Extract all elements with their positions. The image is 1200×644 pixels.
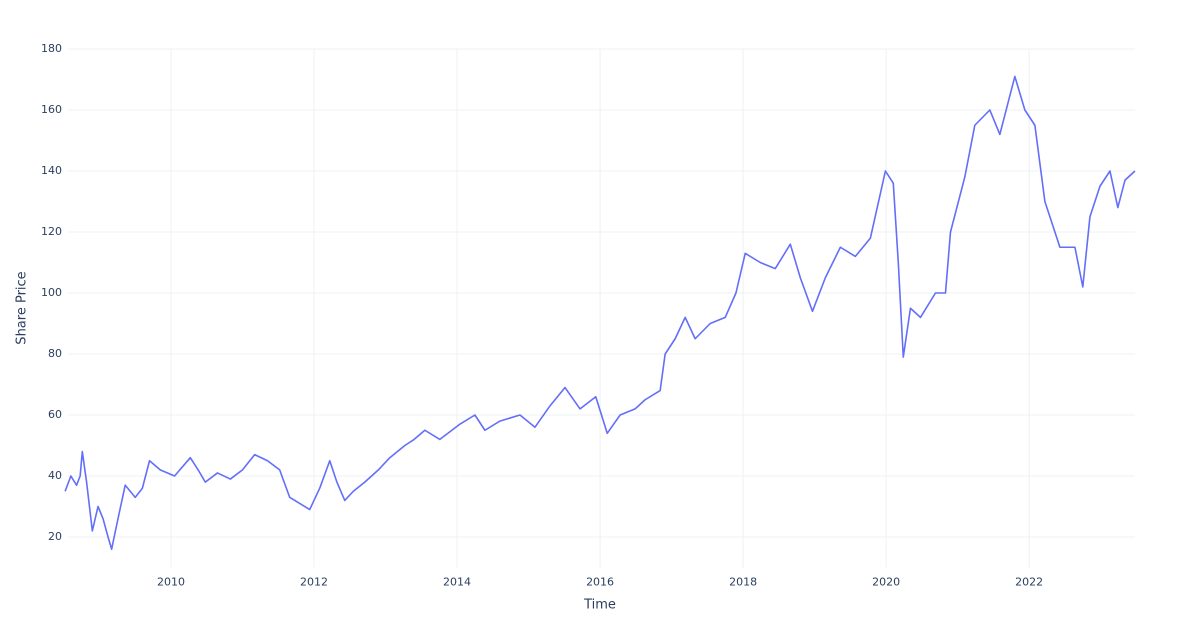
y-tick-label: 180 bbox=[41, 42, 62, 55]
x-tick-label: 2016 bbox=[586, 576, 614, 589]
line bbox=[64, 75, 1136, 550]
y-tick-label: 100 bbox=[41, 286, 62, 299]
x-tick-label: 2018 bbox=[729, 576, 757, 589]
x-axis-title: Time bbox=[583, 598, 616, 613]
y-tick-label: 80 bbox=[48, 347, 62, 360]
y-tick-label: 20 bbox=[48, 530, 62, 543]
y-tick-label: 40 bbox=[48, 469, 62, 482]
x-tick-label: 2010 bbox=[157, 576, 185, 589]
y-tick-label: 60 bbox=[48, 408, 62, 421]
x-tick-label: 2012 bbox=[300, 576, 328, 589]
y-tick-label: 120 bbox=[41, 225, 62, 238]
y-tick-label: 160 bbox=[41, 103, 62, 116]
y-axis-title: Share Price bbox=[15, 271, 30, 344]
x-tick-label: 2014 bbox=[443, 576, 471, 589]
x-tick-label: 2022 bbox=[1015, 576, 1043, 589]
x-tick-label: 2020 bbox=[872, 576, 900, 589]
y-tick-label: 140 bbox=[41, 164, 62, 177]
